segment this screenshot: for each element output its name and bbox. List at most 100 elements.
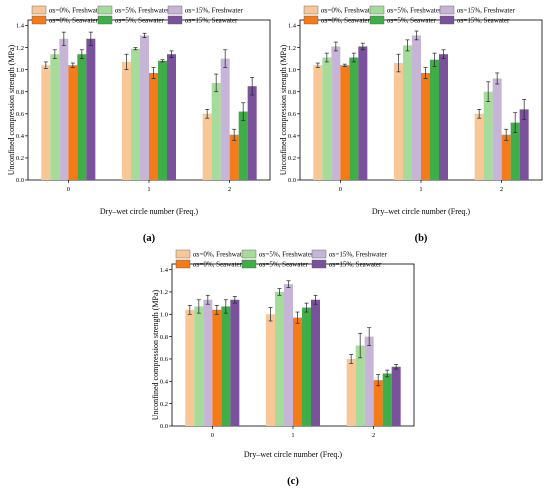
x-tick-label: 0: [211, 432, 214, 439]
y-axis-label: Unconfined compression strength (MPa): [279, 44, 288, 175]
y-tick-label: 1.2: [16, 45, 24, 52]
bar: [284, 284, 293, 426]
y-tick-label: 0.8: [16, 89, 24, 96]
bar: [203, 299, 213, 426]
legend-label: αs=5%, Seawater: [259, 261, 308, 269]
y-tick-label: 0.2: [288, 155, 296, 162]
legend-label: αs=15%, Seawater: [457, 17, 510, 25]
legend-label: αs=5%, Freshwater: [115, 7, 170, 15]
y-tick-label: 1.0: [160, 311, 168, 318]
legend-label: αs=0%, Seawater: [49, 17, 98, 25]
bar: [122, 61, 131, 181]
bar: [519, 109, 529, 180]
x-tick-label: 2: [372, 432, 375, 439]
y-tick-label: 1.0: [16, 67, 24, 74]
panel-caption: (c): [287, 476, 299, 487]
bar: [421, 72, 430, 180]
legend-swatch: [167, 15, 183, 25]
y-tick-label: 1.2: [160, 289, 168, 296]
y-tick-label: 0.6: [160, 356, 169, 363]
bar: [474, 113, 484, 180]
x-tick-label: 2: [228, 186, 231, 193]
bar: [293, 317, 302, 426]
legend-swatch: [175, 259, 191, 269]
legend-swatch: [303, 5, 319, 15]
legend-label: αs=15%, Freshwater: [185, 7, 243, 15]
bar: [158, 60, 167, 180]
bar: [349, 57, 359, 180]
bar: [358, 46, 368, 180]
bar: [220, 58, 230, 180]
bar: [212, 309, 222, 426]
legend-label: αs=5%, Seawater: [387, 17, 436, 25]
bar: [311, 299, 320, 426]
legend-swatch: [167, 5, 183, 15]
y-tick-label: 1.4: [16, 23, 25, 30]
bar: [501, 134, 511, 180]
legend-swatch: [311, 259, 327, 269]
bar: [302, 307, 311, 426]
bar: [202, 113, 212, 180]
panel-caption: (a): [143, 233, 156, 244]
bar: [167, 54, 176, 181]
legend-swatch: [369, 5, 385, 15]
legend-swatch: [97, 5, 113, 15]
bar: [439, 54, 448, 181]
bar: [140, 35, 149, 181]
bar: [230, 299, 240, 426]
legend-swatch: [369, 15, 385, 25]
legend-label: αs=0%, Freshwater: [193, 251, 248, 259]
bar: [275, 291, 284, 426]
bar: [247, 86, 257, 180]
legend-label: αs=15%, Seawater: [329, 261, 382, 269]
y-tick-label: 0.8: [160, 334, 168, 341]
bar: [194, 306, 204, 426]
y-tick-label: 0.8: [288, 89, 296, 96]
bar: [510, 122, 520, 180]
legend-swatch: [439, 5, 455, 15]
legend-swatch: [439, 15, 455, 25]
y-axis-label: Unconfined compression strength (MPa): [151, 289, 160, 420]
y-axis-label: Unconfined compression strength (MPa): [7, 44, 16, 175]
legend-label: αs=0%, Seawater: [193, 261, 242, 269]
bar: [430, 59, 439, 180]
y-tick-label: 0.4: [160, 379, 169, 386]
bar: [373, 380, 383, 426]
legend-label: αs=15%, Freshwater: [329, 251, 387, 259]
bar: [313, 65, 323, 180]
bar: [50, 54, 60, 181]
bar: [382, 373, 392, 426]
legend-swatch: [31, 5, 47, 15]
x-tick-label: 1: [419, 186, 422, 193]
x-tick-label: 1: [147, 186, 150, 193]
legend-label: αs=0%, Seawater: [321, 17, 370, 25]
legend-swatch: [311, 249, 327, 259]
bar: [41, 65, 51, 180]
chart-panel-2: 0.0 0.2 0.4 0.6 0.8 1.0 1.2 1.4 Unconfined compr…: [279, 5, 543, 244]
legend-swatch: [175, 249, 191, 259]
y-tick-label: 0.4: [288, 133, 297, 140]
bar: [391, 366, 401, 426]
y-tick-label: 0.0: [16, 177, 24, 184]
y-tick-label: 0.2: [160, 401, 168, 408]
bar: [211, 82, 221, 180]
y-tick-label: 1.0: [288, 67, 296, 74]
legend-swatch: [241, 259, 257, 269]
bar: [238, 111, 248, 180]
bar: [229, 134, 239, 180]
bar: [59, 38, 69, 180]
bar: [412, 35, 421, 181]
y-tick-label: 0.2: [16, 155, 24, 162]
y-tick-label: 1.2: [288, 45, 296, 52]
legend-label: αs=5%, Seawater: [115, 17, 164, 25]
bar: [340, 65, 350, 180]
bar: [403, 45, 412, 181]
bar: [77, 54, 87, 181]
bar: [131, 48, 140, 181]
chart-panel-3: 0.0 0.2 0.4 0.6 0.8 1.0 1.2 1.4 Unconfined compr…: [151, 249, 415, 487]
x-tick-label: 0: [339, 186, 342, 193]
bar: [185, 309, 195, 426]
bar: [483, 91, 493, 180]
x-axis-label: Dry–wet circle number (Freq.): [100, 207, 199, 216]
